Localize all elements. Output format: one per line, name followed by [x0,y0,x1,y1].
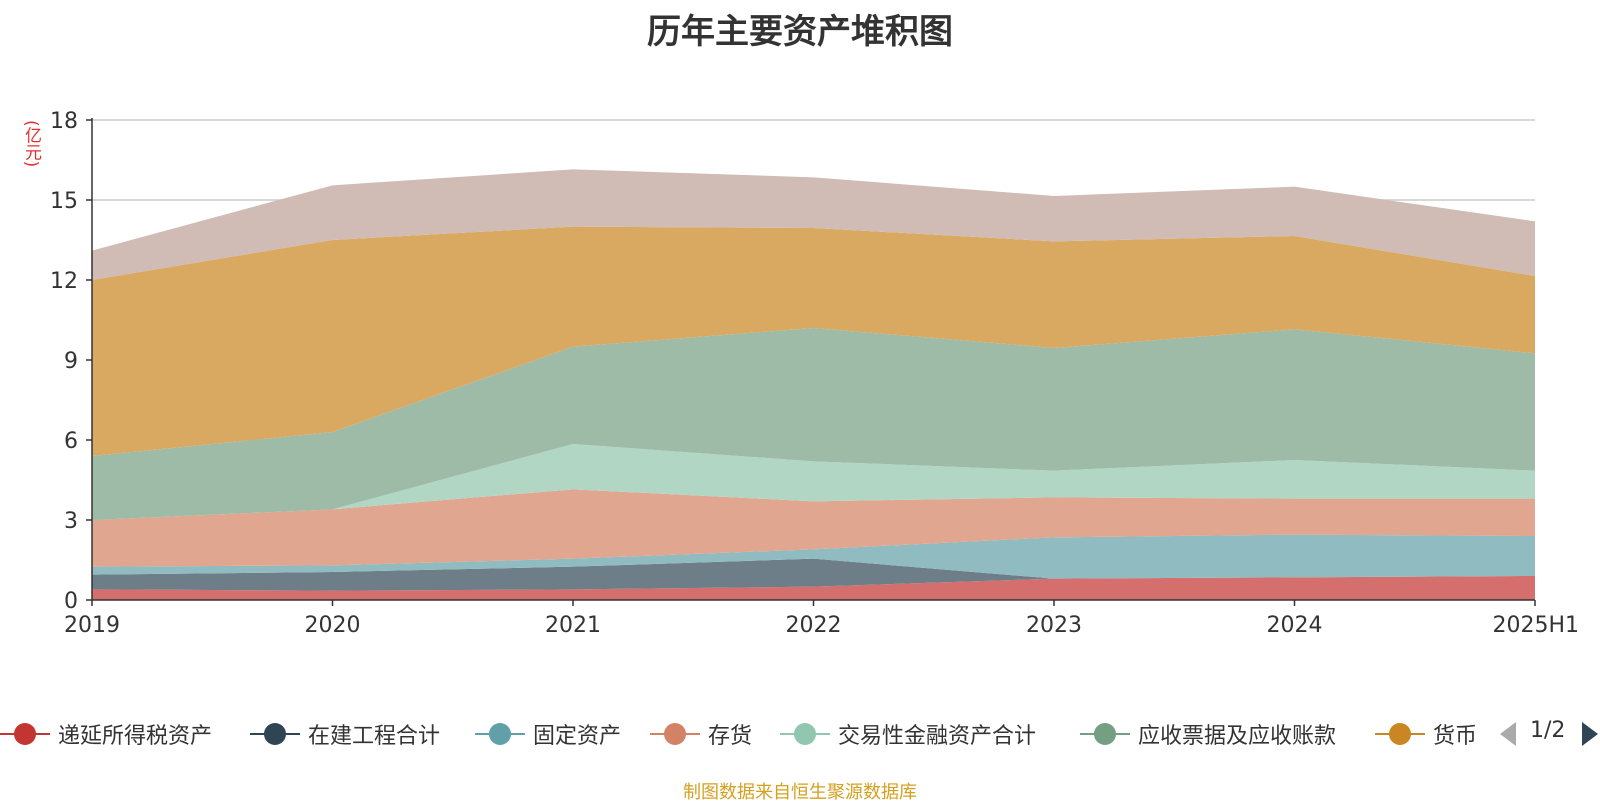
x-tick-label: 2020 [305,613,361,638]
legend-marker-icon [1375,716,1425,752]
legend-label: 存货 [708,724,753,749]
x-tick-label: 2019 [64,613,120,638]
legend-item-4[interactable]: 存货 [650,716,752,752]
legend-item-5[interactable]: 交易性金融资产合计 [780,716,1036,752]
y-axis-unit-label: (亿元) [21,120,41,168]
legend-item-3[interactable]: 固定资产 [475,716,621,752]
legend: 递延所得税资产 在建工程合计 固定资产 存货 交易性金融资产合计 应收票据及应收账款 货币 [0,716,1600,752]
area-series-6 [92,328,1535,520]
y-tick-label: 6 [64,429,78,454]
legend-item-1[interactable]: 递延所得税资产 [0,716,212,752]
legend-item-2[interactable]: 在建工程合计 [250,716,440,752]
legend-label: 交易性金融资产合计 [838,724,1037,749]
legend-label: 应收票据及应收账款 [1138,724,1337,749]
x-tick-label: 2025H1 [1492,613,1579,638]
x-tick-label: 2021 [545,613,601,638]
legend-label: 在建工程合计 [308,724,441,749]
source-note: 制图数据来自恒生聚源数据库 [683,782,917,803]
legend-pager: 1/2 [1500,716,1600,752]
area-series-2 [92,558,1535,591]
legend-marker-icon [0,716,50,752]
legend-page-indicator: 1/2 [1530,718,1566,743]
area-series-7 [92,226,1535,456]
area-series-1 [92,576,1535,600]
area-series-3 [92,534,1535,579]
legend-label: 固定资产 [533,724,622,749]
y-tick-label: 3 [64,509,78,534]
legend-marker-icon [650,716,700,752]
y-tick-label: 9 [64,349,78,374]
legend-marker-icon [475,716,525,752]
triangle-right-icon[interactable] [1582,722,1598,746]
area-series [92,169,1535,600]
y-tick-label: 15 [50,189,78,214]
legend-marker-icon [250,716,300,752]
x-tick-label: 2024 [1267,613,1323,638]
area-series-4 [92,489,1535,567]
y-tick-label: 0 [64,589,78,614]
axes: 0 3 6 9 12 15 18 2019 2020 2021 2022 2023 2024 2025H1 [50,109,1579,638]
triangle-left-icon[interactable] [1500,722,1516,746]
y-tick-label: 12 [50,269,78,294]
legend-label: 货币 [1433,724,1478,749]
legend-item-7[interactable]: 货币 [1375,716,1477,752]
legend-item-6[interactable]: 应收票据及应收账款 [1080,716,1336,752]
area-series-8 [92,169,1535,280]
legend-label: 递延所得税资产 [58,724,213,749]
y-tick-label: 18 [50,109,78,134]
legend-marker-icon [1080,716,1130,752]
x-tick-label: 2022 [786,613,842,638]
x-tick-label: 2023 [1026,613,1082,638]
area-series-5 [92,444,1535,520]
legend-marker-icon [780,716,830,752]
chart-title: 历年主要资产堆积图 [647,12,953,52]
